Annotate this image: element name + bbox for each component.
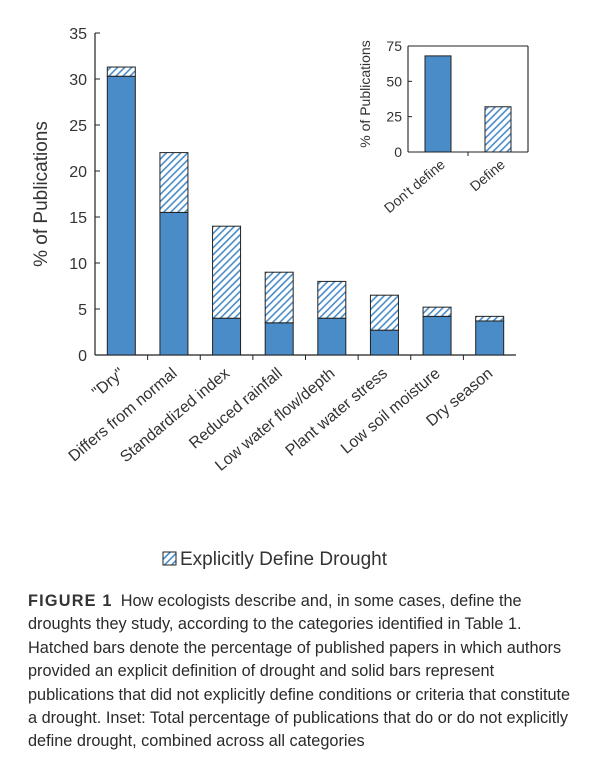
bar-solid [475,320,505,356]
legend: Explicitly Define Drought [162,549,388,570]
y-tick-label: 0 [78,348,87,365]
inset-x-tick-label: Define [467,156,508,194]
y-tick-label: 10 [69,256,87,273]
bar-solid [369,329,399,356]
bar-hatched [212,225,242,319]
inset-bar-solid [424,55,452,153]
inset-bar-chart: 0 25 50 75 % of Publications Don't define Defi… [357,38,529,216]
bar-solid [317,317,347,356]
y-tick-label: 15 [69,210,87,227]
caption-label: FIGURE 1 [28,592,113,610]
bar-hatched [264,271,294,324]
y-axis-label: % of Publications [31,121,52,267]
y-tick-label: 5 [78,302,87,319]
caption-text: How ecologists describe and, in some cas… [28,592,571,751]
inset-y-axis-label: % of Publications [357,40,373,147]
x-tick-label: "Dry" [89,365,128,401]
figure-caption: FIGURE 1 How ecologists describe and, in … [28,590,576,754]
bar-hatched [106,66,136,77]
legend-swatch-hatched [162,551,177,566]
y-tick-label: 35 [69,26,87,43]
bar-hatched [317,280,347,319]
bar-solid [212,317,242,356]
x-tick-label: Reduced rainfall [186,365,286,452]
bar-solid [422,315,452,356]
bar-solid [106,75,136,356]
legend-label: Explicitly Define Drought [180,549,388,570]
inset-bar-hatched [484,106,512,153]
inset-y-tick-label: 75 [386,38,402,54]
bar-hatched [475,315,505,322]
y-tick-label: 30 [69,72,87,89]
inset-y-tick-label: 0 [394,144,402,160]
x-tick-label: Low soil moisture [338,365,444,458]
inset-x-tick-label: Don't define [381,156,448,216]
inset-y-tick-label: 50 [386,73,402,89]
y-tick-label: 20 [69,164,87,181]
bar-hatched [422,306,452,317]
y-tick-label: 25 [69,118,87,135]
bar-solid [159,211,189,356]
bar-solid [264,322,294,356]
bar-hatched [159,152,189,213]
inset-y-tick-label: 25 [386,109,402,125]
bar-hatched [369,294,399,331]
